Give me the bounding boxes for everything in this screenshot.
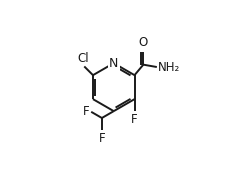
Text: Cl: Cl	[78, 52, 89, 65]
Text: NH₂: NH₂	[158, 61, 180, 74]
Text: F: F	[83, 105, 89, 118]
Text: O: O	[139, 36, 148, 49]
Text: N: N	[109, 57, 119, 70]
Text: F: F	[99, 132, 105, 145]
Text: F: F	[131, 113, 138, 126]
